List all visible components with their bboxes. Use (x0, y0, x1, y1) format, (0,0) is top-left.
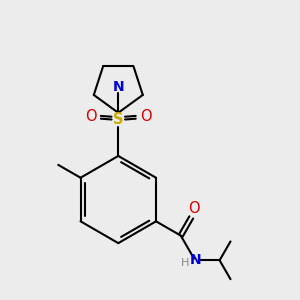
Text: N: N (190, 253, 202, 266)
Text: S: S (113, 112, 124, 127)
Text: N: N (112, 80, 124, 94)
Text: H: H (181, 259, 189, 269)
Text: O: O (85, 109, 96, 124)
Text: O: O (188, 201, 200, 216)
Text: O: O (140, 109, 152, 124)
